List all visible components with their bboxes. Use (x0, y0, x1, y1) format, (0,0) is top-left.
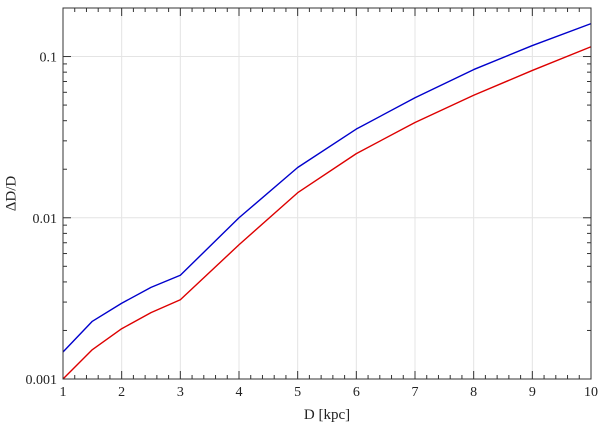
x-tick-label: 9 (529, 385, 536, 400)
x-tick-label: 4 (236, 385, 243, 400)
x-axis-title: D [kpc] (304, 407, 350, 423)
x-tick-label: 8 (470, 385, 477, 400)
tick-labels: 1 2 3 4 5 6 7 8 9 10 0.001 0.01 0.1 (26, 51, 599, 400)
y-tick-label: 0.1 (40, 51, 58, 66)
x-tick-label: 6 (353, 385, 360, 400)
series-lines (62, 22, 592, 380)
ticks (62, 7, 592, 380)
y-tick-label: 0.01 (33, 212, 58, 227)
grid-lines (62, 8, 592, 380)
y-axis-title: ΔD/D (3, 176, 19, 212)
x-tick-label: 2 (118, 385, 125, 400)
axes (62, 7, 592, 380)
plot-frame (62, 7, 592, 380)
x-tick-label: 5 (294, 385, 301, 400)
x-tick-label: 3 (177, 385, 184, 400)
y-tick-label: 0.001 (26, 373, 58, 388)
x-tick-label: 10 (584, 385, 598, 400)
series-line-1 (62, 22, 592, 353)
x-tick-label: 1 (60, 385, 67, 400)
x-tick-label: 7 (412, 385, 419, 400)
series-line-2 (62, 46, 592, 380)
